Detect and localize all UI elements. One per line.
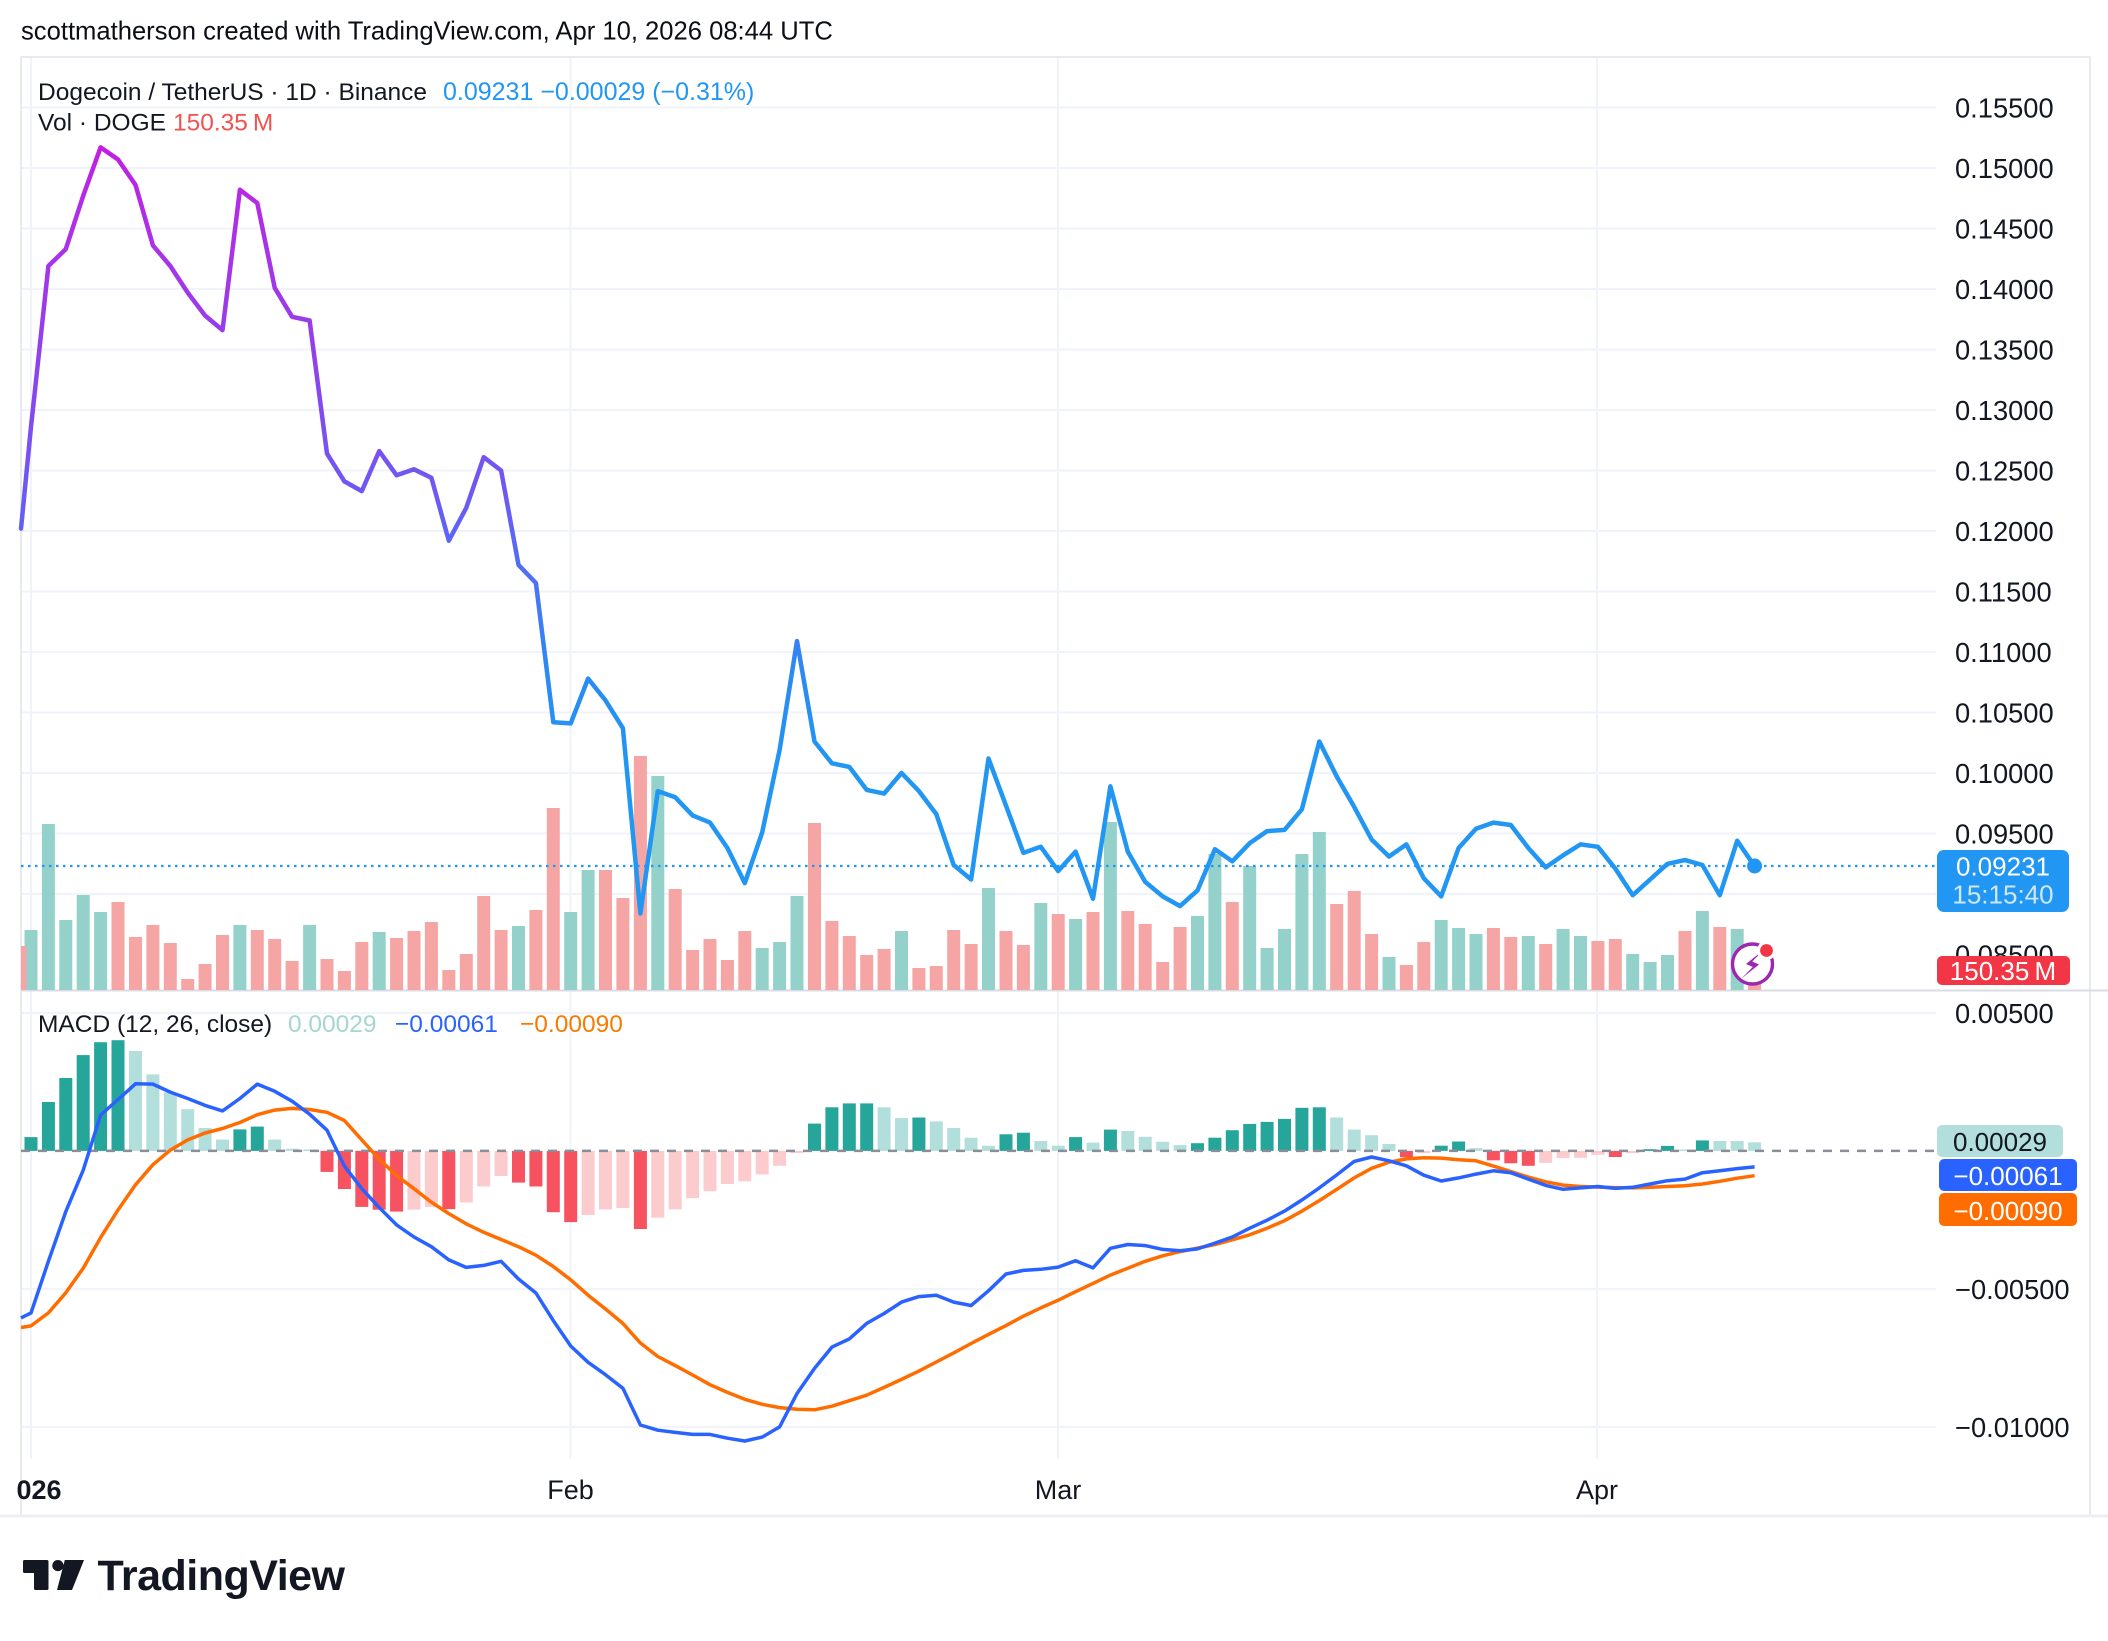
svg-text:−0.00090: −0.00090 [520,1011,623,1038]
svg-text:0.15000: 0.15000 [1955,153,2054,184]
svg-text:0.11000: 0.11000 [1955,637,2052,668]
svg-text:−0.00090: −0.00090 [1953,1196,2062,1226]
svg-text:−0.00500: −0.00500 [1955,1274,2070,1305]
svg-text:0.14500: 0.14500 [1955,214,2054,245]
svg-text:0.12000: 0.12000 [1955,516,2054,547]
svg-text:0.09500: 0.09500 [1955,819,2054,850]
svg-text:−0.00061: −0.00061 [395,1011,498,1038]
svg-text:0.00500: 0.00500 [1955,998,2054,1029]
svg-text:0.09231: 0.09231 [1956,852,2050,882]
svg-text:Dogecoin / TetherUS · 1D · Bin: Dogecoin / TetherUS · 1D · Binance [38,79,427,106]
svg-text:Mar: Mar [1035,1475,1082,1505]
svg-text:MACD (12, 26, close): MACD (12, 26, close) [38,1011,272,1038]
svg-text:0.12500: 0.12500 [1955,456,2054,487]
svg-text:Feb: Feb [547,1475,594,1505]
svg-text:−0.00061: −0.00061 [1953,1161,2062,1191]
svg-text:scottmatherson created with Tr: scottmatherson created with TradingView.… [21,18,833,46]
svg-text:0.00029: 0.00029 [288,1011,377,1038]
svg-text:026: 026 [17,1475,62,1505]
svg-text:−0.01000: −0.01000 [1955,1412,2070,1443]
svg-text:0.13500: 0.13500 [1955,335,2054,366]
svg-text:0.09231 −0.00029 (−0.31%): 0.09231 −0.00029 (−0.31%) [443,78,754,106]
svg-text:TradingView: TradingView [98,1552,346,1600]
svg-text:150.35 M: 150.35 M [1950,956,2056,986]
svg-text:Apr: Apr [1576,1475,1618,1505]
svg-text:0.14000: 0.14000 [1955,274,2054,305]
svg-text:Vol · DOGE: Vol · DOGE [38,110,166,137]
svg-text:0.10500: 0.10500 [1955,698,2054,729]
svg-text:150.35 M: 150.35 M [173,110,273,137]
svg-text:0.15500: 0.15500 [1955,93,2054,124]
svg-text:0.00029: 0.00029 [1953,1127,2047,1157]
svg-text:0.10000: 0.10000 [1955,758,2054,789]
svg-text:15:15:40: 15:15:40 [1952,880,2053,910]
svg-text:0.11500: 0.11500 [1955,577,2052,608]
svg-text:0.13000: 0.13000 [1955,395,2054,426]
